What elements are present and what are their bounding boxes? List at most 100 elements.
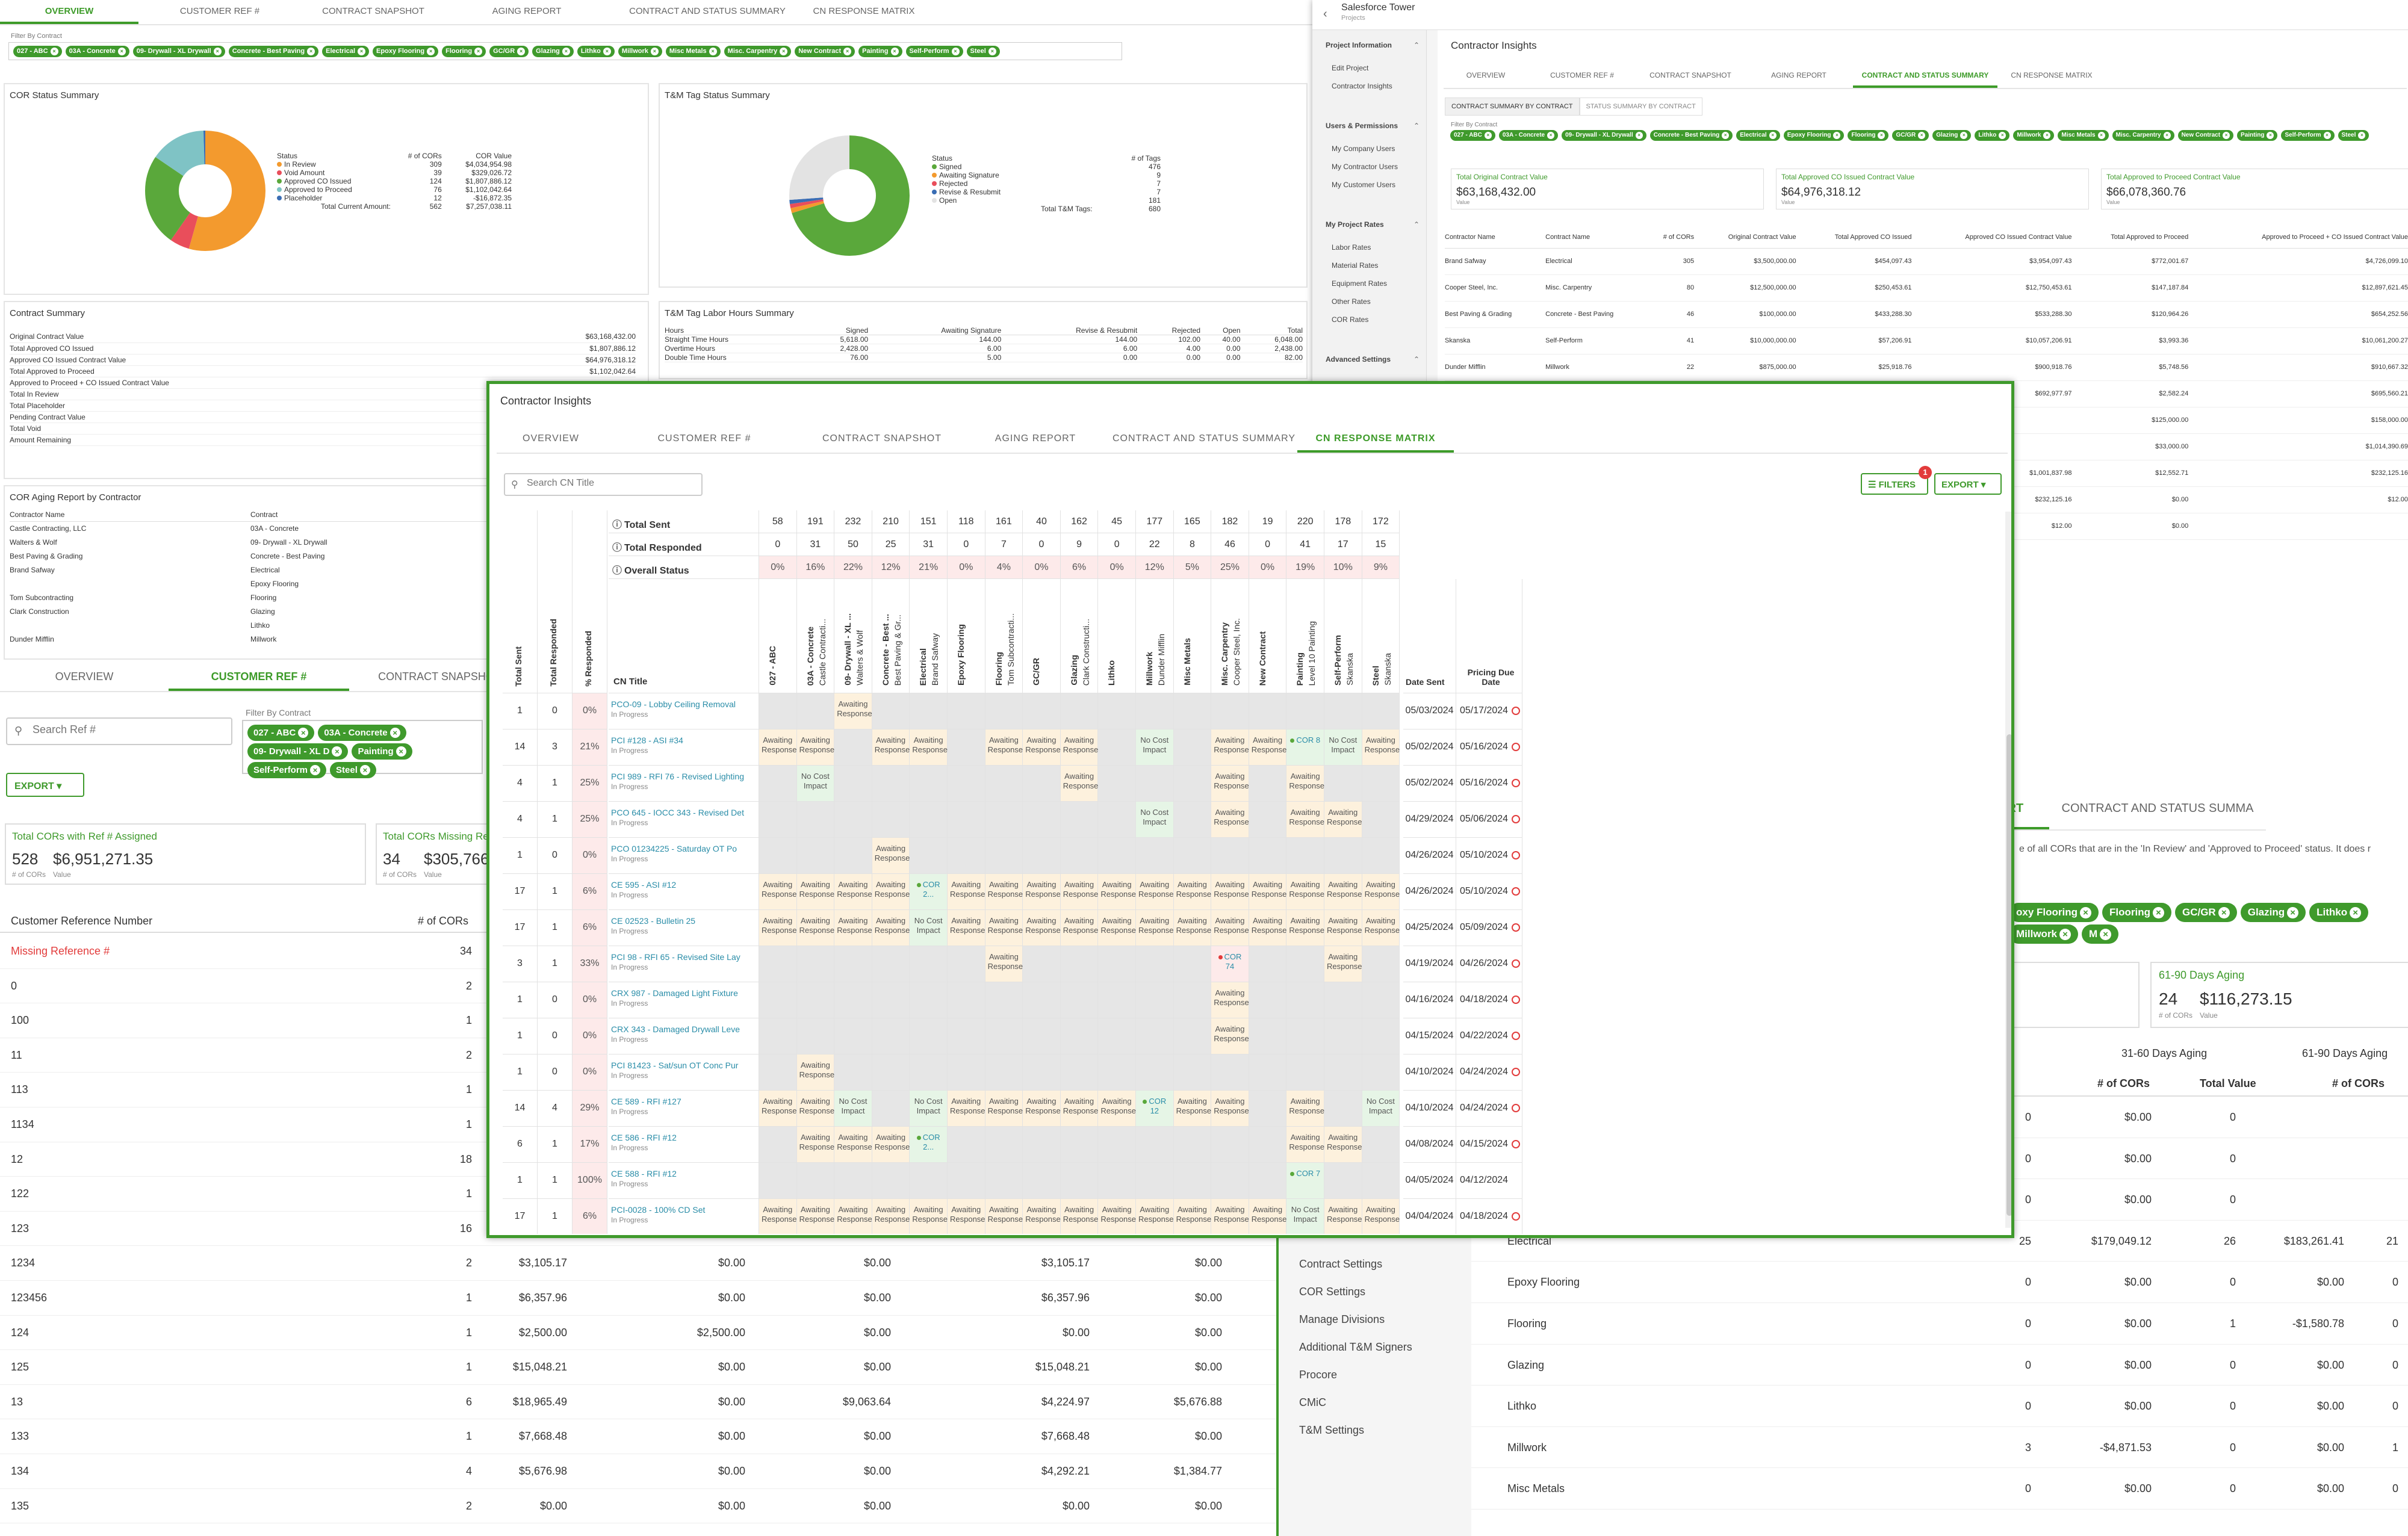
remove-chip-icon[interactable]: × [2267, 132, 2274, 139]
sidebar-item[interactable]: Material Rates [1332, 261, 1379, 270]
cn-title-link[interactable]: CE 586 - RFI #12 [611, 1133, 677, 1142]
cn-title-cell[interactable]: CRX 343 - Damaged Drywall Leve In Progres… [609, 1018, 759, 1054]
tab-cn-response[interactable]: CN RESPONSE MATRIX [813, 6, 915, 16]
sidebar-section-title[interactable]: Advanced Settings [1326, 355, 1391, 364]
cn-title-link[interactable]: CE 589 - RFI #127 [611, 1097, 681, 1106]
tr-head-cell[interactable]: Total Approved CO Issued [1834, 233, 1912, 241]
response-cell[interactable]: No Cost Impact [1136, 802, 1174, 838]
cn-title-link[interactable]: PCO 01234225 - Saturday OT Po [611, 844, 737, 853]
response-cell[interactable]: Awaiting Response [948, 1199, 985, 1234]
filter-chip[interactable]: Self-Perform × [247, 762, 327, 778]
br-side-item[interactable]: COR Settings [1299, 1286, 1366, 1298]
tab-aging-report[interactable]: AGING REPORT [492, 6, 562, 16]
search-ref-input[interactable] [33, 723, 225, 736]
response-cell[interactable]: Awaiting Response [1173, 1091, 1212, 1127]
response-cell[interactable]: Awaiting Response [1023, 910, 1061, 946]
contract-col-head[interactable]: Lithko [1098, 579, 1136, 693]
sidebar-item[interactable]: Contractor Insights [1332, 82, 1392, 90]
remove-chip-icon[interactable]: × [2097, 132, 2105, 139]
remove-chip-icon[interactable]: × [1918, 132, 1926, 139]
tr-tab[interactable]: CN RESPONSE MATRIX [2011, 71, 2093, 79]
br-side-item[interactable]: Manage Divisions [1299, 1313, 1385, 1325]
cn-title-cell[interactable]: PCI-0028 - 100% CD Set In Progress [609, 1199, 759, 1234]
filter-chip[interactable]: Concrete - Best Paving × [1649, 130, 1733, 141]
contract-col-head[interactable]: Self-Perform Skanska [1324, 579, 1362, 693]
sidebar-item[interactable]: Other Rates [1332, 297, 1371, 306]
response-cell[interactable]: Awaiting Response [1211, 1199, 1249, 1234]
cn-title-link[interactable]: CE 595 - ASI #12 [611, 880, 677, 890]
cn-search-box[interactable]: ⚲ [504, 473, 703, 496]
remove-chip-icon[interactable]: × [562, 48, 570, 55]
response-cell[interactable]: Awaiting Response [1211, 766, 1249, 802]
filter-chip[interactable]: New Contract × [2177, 130, 2234, 141]
cn-title-link[interactable]: PCI 98 - RFI 65 - Revised Site Lay [611, 952, 740, 962]
matrix-tab[interactable]: CUSTOMER REF # [657, 433, 751, 444]
cn-title-link[interactable]: CE 588 - RFI #12 [611, 1169, 677, 1178]
response-cell[interactable]: Awaiting Response [1136, 910, 1174, 946]
filter-chip[interactable]: New Contract × [795, 46, 855, 57]
tr-subtab[interactable]: STATUS SUMMARY BY CONTRACT [1579, 98, 1702, 116]
tab-overview[interactable]: OVERVIEW [0, 0, 138, 24]
remove-chip-icon[interactable]: × [2059, 929, 2071, 940]
remove-chip-icon[interactable]: × [780, 48, 788, 55]
ref-table-row[interactable]: 123456 1 $6,357.96 $0.00 $0.00 $6,357.96 $0.00 [0, 1281, 1282, 1316]
remove-chip-icon[interactable]: × [2323, 132, 2331, 139]
remove-chip-icon[interactable]: × [50, 48, 58, 55]
sidebar-section-title[interactable]: My Project Rates [1326, 220, 1384, 229]
cn-title-cell[interactable]: PCI #128 - ASI #34 In Progress [609, 729, 759, 766]
remove-chip-icon[interactable]: × [474, 48, 483, 55]
ref-table-row[interactable]: 135 2 $0.00 $0.00 $0.00 $0.00 $0.00 [0, 1489, 1282, 1524]
filter-chip[interactable]: Glazing × [2240, 903, 2306, 922]
cn-title-cell[interactable]: CE 595 - ASI #12 In Progress [609, 874, 759, 910]
response-cell[interactable]: Awaiting Response [872, 1127, 910, 1163]
response-cell[interactable]: Awaiting Response [1173, 1199, 1212, 1234]
cn-title-link[interactable]: PCO 645 - IOCC 343 - Revised Det [611, 808, 744, 817]
contract-col-head[interactable]: Glazing Clark Constructi... [1060, 579, 1099, 693]
contract-col-head[interactable]: 09- Drywall - XL ... Walters & Wolf [834, 579, 872, 693]
response-cell[interactable]: Awaiting Response [1136, 874, 1174, 910]
response-cell[interactable]: COR 2... [910, 874, 948, 910]
response-cell[interactable]: Awaiting Response [1211, 802, 1249, 838]
cn-title-link[interactable]: CRX 343 - Damaged Drywall Leve [611, 1024, 740, 1034]
response-cell[interactable]: Awaiting Response [1286, 1091, 1324, 1127]
remove-chip-icon[interactable]: × [1635, 132, 1643, 139]
cn-title-link[interactable]: PCO-09 - Lobby Ceiling Removal [611, 699, 736, 709]
tab-contract-status[interactable]: CONTRACT AND STATUS SUMMA [2061, 802, 2254, 815]
response-cell[interactable]: Awaiting Response [1098, 910, 1136, 946]
response-cell[interactable]: Awaiting Response [1324, 910, 1362, 946]
response-cell[interactable]: Awaiting Response [796, 1091, 835, 1127]
ref-table-row[interactable]: 133 1 $7,668.48 $0.00 $0.00 $7,668.48 $0.00 [0, 1419, 1282, 1454]
chevron-up-icon[interactable]: ⌃ [1413, 220, 1420, 229]
matrix-tab[interactable]: AGING REPORT [995, 433, 1076, 444]
cn-title-link[interactable]: CE 02523 - Bulletin 25 [611, 916, 696, 926]
response-cell[interactable]: Awaiting Response [910, 1199, 948, 1234]
contract-col-head[interactable]: Millwork Dunder Mifflin [1136, 579, 1174, 693]
filter-chip[interactable]: Painting × [858, 46, 902, 57]
filters-button[interactable]: ☰ FILTERS 1 [1861, 466, 1932, 495]
response-cell[interactable]: Awaiting Response [872, 729, 910, 766]
remove-chip-icon[interactable]: × [2350, 907, 2362, 918]
response-cell[interactable]: COR 12 [1136, 1091, 1174, 1127]
filter-chip[interactable]: 09- Drywall - XL D × [247, 743, 349, 760]
pricing-due-head[interactable]: Pricing Due Date [1456, 579, 1522, 693]
cn-title-link[interactable]: PCI #128 - ASI #34 [611, 735, 683, 745]
response-cell[interactable]: Awaiting Response [796, 910, 835, 946]
help-icon[interactable]: ⓘ [612, 520, 622, 530]
response-cell[interactable]: Awaiting Response [1286, 802, 1324, 838]
filter-chip[interactable]: 027 - ABC × [13, 46, 62, 57]
response-cell[interactable]: Awaiting Response [1211, 874, 1249, 910]
response-cell[interactable]: Awaiting Response [1324, 1127, 1362, 1163]
tab-customer-ref[interactable]: CUSTOMER REF # [179, 6, 260, 16]
response-cell[interactable]: COR 8 [1286, 729, 1324, 766]
sidebar-section-title[interactable]: Project Information [1326, 41, 1392, 49]
tr-head-cell[interactable]: Contract Name [1545, 233, 1590, 241]
filter-chip[interactable]: oxy Flooring × [2009, 903, 2099, 922]
br-side-item[interactable]: Contract Settings [1299, 1258, 1383, 1270]
filter-chip[interactable]: Electrical × [1736, 130, 1780, 141]
response-cell[interactable]: Awaiting Response [1098, 874, 1136, 910]
cor-link[interactable]: COR 2... [922, 1133, 940, 1151]
help-icon[interactable]: ⓘ [612, 543, 622, 553]
response-cell[interactable]: Awaiting Response [1249, 910, 1287, 946]
tr-tab[interactable]: AGING REPORT [1771, 71, 1826, 79]
sidebar-item[interactable]: My Company Users [1332, 144, 1395, 153]
